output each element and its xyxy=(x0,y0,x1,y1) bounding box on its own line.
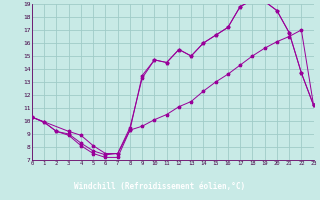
Text: Windchill (Refroidissement éolien,°C): Windchill (Refroidissement éolien,°C) xyxy=(75,182,245,192)
